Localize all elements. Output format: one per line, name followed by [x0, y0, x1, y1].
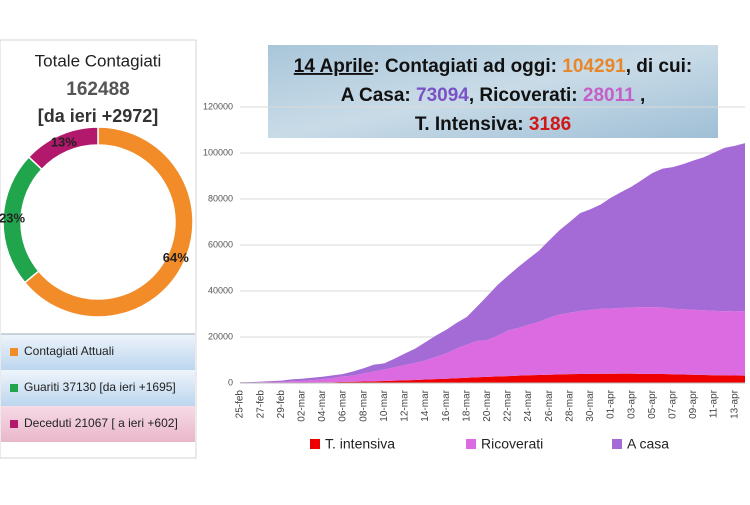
area	[240, 307, 745, 383]
y-tick-label: 20000	[208, 331, 233, 341]
x-tick-label: 04-mar	[317, 389, 328, 421]
title-segment: : Contagiati ad oggi:	[373, 56, 562, 77]
y-tick-label: 100000	[203, 147, 233, 157]
title-segment: 14 Aprile	[294, 56, 374, 77]
title-line: A Casa: 73094, Ricoverati: 28011 ,	[341, 85, 646, 106]
legend-label: Ricoverati	[481, 436, 543, 452]
x-tick-label: 11-apr	[709, 389, 720, 418]
y-tick-label: 60000	[208, 239, 233, 249]
title-line: T. Intensiva: 3186	[415, 114, 571, 135]
x-tick-label: 22-mar	[503, 389, 514, 421]
x-tick-label: 08-mar	[358, 389, 369, 421]
title-segment: 104291	[562, 56, 626, 77]
x-tick-label: 06-mar	[338, 389, 349, 421]
legend-row-bg	[1, 334, 195, 370]
legend-label: Contagiati Attuali	[24, 344, 114, 358]
title-segment: 28011	[583, 85, 635, 106]
legend-marker	[466, 439, 476, 449]
x-tick-label: 24-mar	[523, 389, 534, 421]
x-tick-label: 03-apr	[626, 389, 637, 419]
x-tick-label: 18-mar	[461, 389, 472, 421]
title-segment: 3186	[529, 114, 571, 135]
x-tick-label: 27-feb	[255, 390, 266, 419]
x-tick-label: 14-mar	[420, 389, 431, 421]
y-tick-label: 0	[228, 377, 233, 387]
total: 162488	[66, 79, 129, 100]
donut-title: Totale Contagiati	[35, 51, 162, 70]
slice-label: 64%	[163, 250, 189, 265]
title-box	[268, 45, 718, 138]
subtitle: [da ieri +2972]	[38, 106, 159, 126]
x-tick-label: 25-feb	[235, 390, 246, 419]
legend-label: T. intensiva	[325, 436, 395, 452]
x-tick-label: 13-apr	[729, 389, 740, 419]
x-tick-label: 09-apr	[688, 389, 699, 419]
legend-marker	[310, 439, 320, 449]
x-tick-label: 12-mar	[400, 389, 411, 421]
x-tick-label: 07-apr	[667, 389, 678, 419]
y-tick-label: 120000	[203, 101, 233, 111]
slice-label: 13%	[51, 135, 77, 150]
title-segment: A Casa:	[341, 85, 416, 106]
y-tick-label: 40000	[208, 285, 233, 295]
x-tick-label: 20-mar	[482, 389, 493, 421]
x-tick-label: 10-mar	[379, 389, 390, 421]
x-tick-label: 30-mar	[585, 389, 596, 421]
legend-marker	[10, 348, 18, 356]
title-segment: ,	[635, 85, 646, 106]
donut-slice	[27, 126, 99, 171]
legend-marker	[10, 384, 18, 392]
x-tick-label: 01-apr	[606, 389, 617, 419]
area	[240, 373, 745, 383]
legend-label: Guariti 37130 [da ieri +1695]	[24, 380, 176, 394]
title-line: 14 Aprile: Contagiati ad oggi: 104291, d…	[294, 56, 692, 77]
legend-row-bg	[1, 370, 195, 406]
x-tick-label: 16-mar	[441, 389, 452, 421]
legend-label: Deceduti 21067 [ a ieri +602]	[24, 416, 178, 430]
donut-slice	[23, 126, 194, 318]
x-tick-label: 28-mar	[564, 389, 575, 421]
title-segment: 73094	[416, 85, 469, 106]
y-tick-label: 80000	[208, 193, 233, 203]
x-tick-label: 26-mar	[544, 389, 555, 421]
x-tick-label: 29-feb	[276, 390, 287, 419]
title-segment: , Ricoverati:	[469, 85, 583, 106]
title-segment: , di cui:	[626, 56, 693, 77]
legend-row-bg	[1, 406, 195, 442]
slice-label: 23%	[0, 211, 25, 226]
x-tick-label: 05-apr	[647, 389, 658, 419]
legend-marker	[10, 420, 18, 428]
legend-label: A casa	[627, 436, 669, 452]
x-tick-label: 02-mar	[296, 389, 307, 421]
area	[240, 143, 745, 383]
legend-marker	[612, 439, 622, 449]
title-segment: T. Intensiva:	[415, 114, 529, 135]
